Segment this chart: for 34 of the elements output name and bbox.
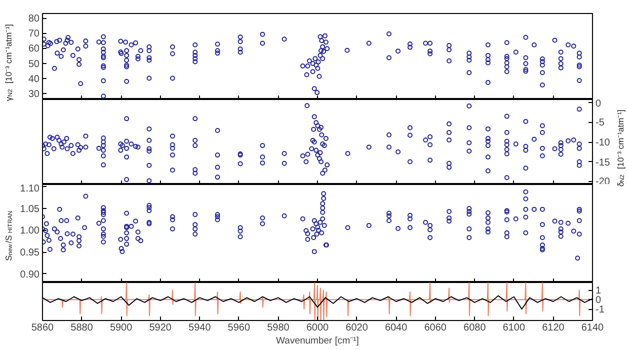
y2-tick-label: -5: [596, 118, 605, 129]
x-tick-label: 6060: [424, 322, 447, 334]
y2-tick-label: 1: [596, 286, 602, 297]
x-tick-label: 5920: [149, 322, 172, 334]
y-tick-label: 60: [28, 44, 40, 55]
x-tick-label: 6120: [542, 322, 565, 334]
x-tick-label: 5980: [267, 322, 290, 334]
x-tick-label: 6020: [346, 322, 368, 334]
y2-tick-label: -1: [596, 304, 605, 316]
y-tick-label: 0.90: [20, 269, 40, 280]
y2-tick-label: -15: [596, 157, 610, 168]
y-tick-label: 1.05: [20, 204, 40, 215]
y-tick-label: 50: [28, 58, 40, 70]
x-tick-label: 5880: [70, 322, 94, 334]
y-tick-label: 80: [28, 14, 40, 25]
x-axis-title: Wavenumber [cm⁻¹]: [276, 336, 359, 346]
x-tick-label: 5900: [110, 322, 133, 334]
y-tick-label: 0.95: [20, 248, 40, 259]
x-tick-label: 6000: [306, 322, 330, 334]
x-tick-label: 6100: [502, 322, 526, 334]
x-tick-label: 6080: [464, 322, 486, 334]
x-tick-label: 5960: [228, 322, 250, 334]
x-tick-label: 5940: [188, 322, 212, 334]
x-tick-label: 6140: [581, 322, 604, 334]
y2-tick-label: -10: [596, 138, 610, 148]
y-tick-label: 70: [28, 28, 40, 40]
y2-tick-label: 0: [596, 98, 602, 110]
y-tick-label: 1.10: [20, 184, 40, 194]
y2-tick-label: 0: [596, 295, 602, 306]
y-tick-label: 40: [28, 74, 40, 85]
y-tick-label: 1.00: [20, 226, 40, 237]
x-tick-label: 5860: [31, 322, 54, 334]
y-tick-label: 30: [28, 88, 40, 100]
x-tick-label: 6040: [384, 322, 408, 334]
